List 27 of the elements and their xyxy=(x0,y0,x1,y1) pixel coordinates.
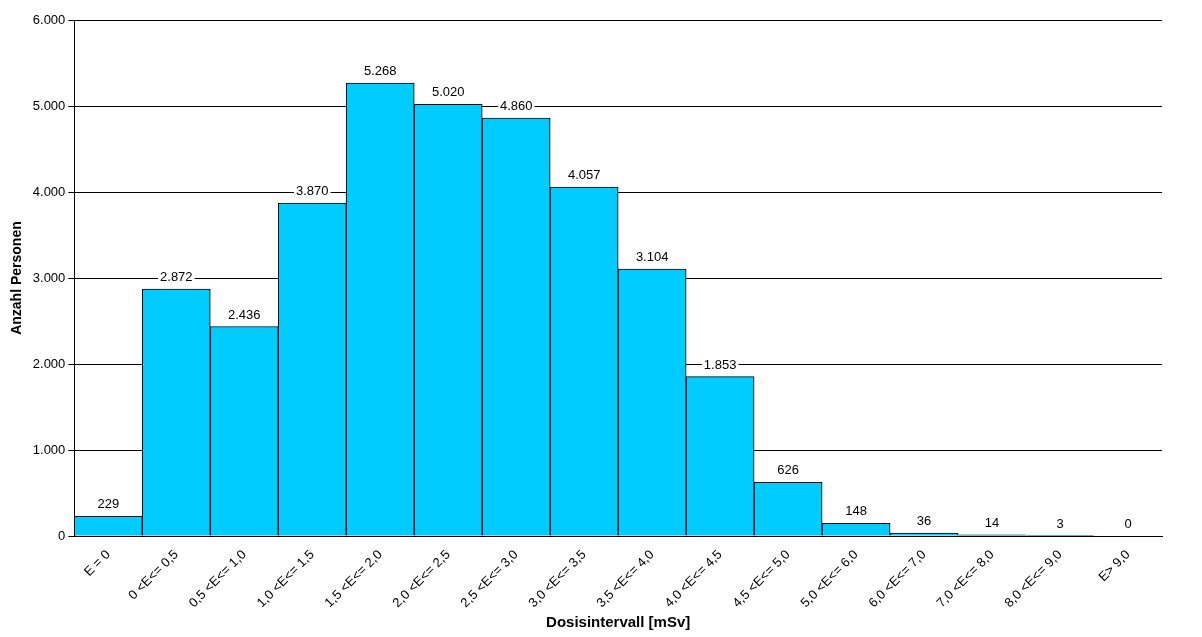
data-label: 5.268 xyxy=(363,63,397,79)
data-label: 0 xyxy=(1124,516,1132,532)
data-label: 229 xyxy=(97,496,120,512)
data-label: 4.860 xyxy=(499,98,533,114)
data-label: 3 xyxy=(1056,515,1064,531)
data-label: 3.104 xyxy=(635,249,669,265)
data-label: 5.020 xyxy=(431,84,465,100)
x-tick-label: E> 9,0 xyxy=(1095,546,1133,585)
y-tick-label: 2.000 xyxy=(32,355,66,371)
y-tick-label: 1.000 xyxy=(32,441,66,457)
x-axis-title: Dosisintervall [mSv] xyxy=(546,613,691,631)
y-tick-label: 5.000 xyxy=(32,97,66,113)
y-tick-label: 6.000 xyxy=(32,11,66,27)
y-axis-title: Anzahl Personen xyxy=(8,221,25,335)
data-label: 3.870 xyxy=(295,183,329,199)
y-tick-label: 4.000 xyxy=(32,183,66,199)
data-label: 1.853 xyxy=(703,356,737,372)
data-label: 148 xyxy=(845,503,867,519)
data-label: 14 xyxy=(984,514,1000,530)
data-label: 2.436 xyxy=(228,306,261,322)
data-label: 4.057 xyxy=(567,167,601,183)
data-label: 626 xyxy=(777,462,799,478)
y-tick-label: 3.000 xyxy=(32,269,66,285)
data-label: 2.872 xyxy=(160,269,193,285)
y-tick-label: 0 xyxy=(58,527,66,543)
x-tick-label: E = 0 xyxy=(80,546,113,579)
data-label: 36 xyxy=(916,513,932,529)
